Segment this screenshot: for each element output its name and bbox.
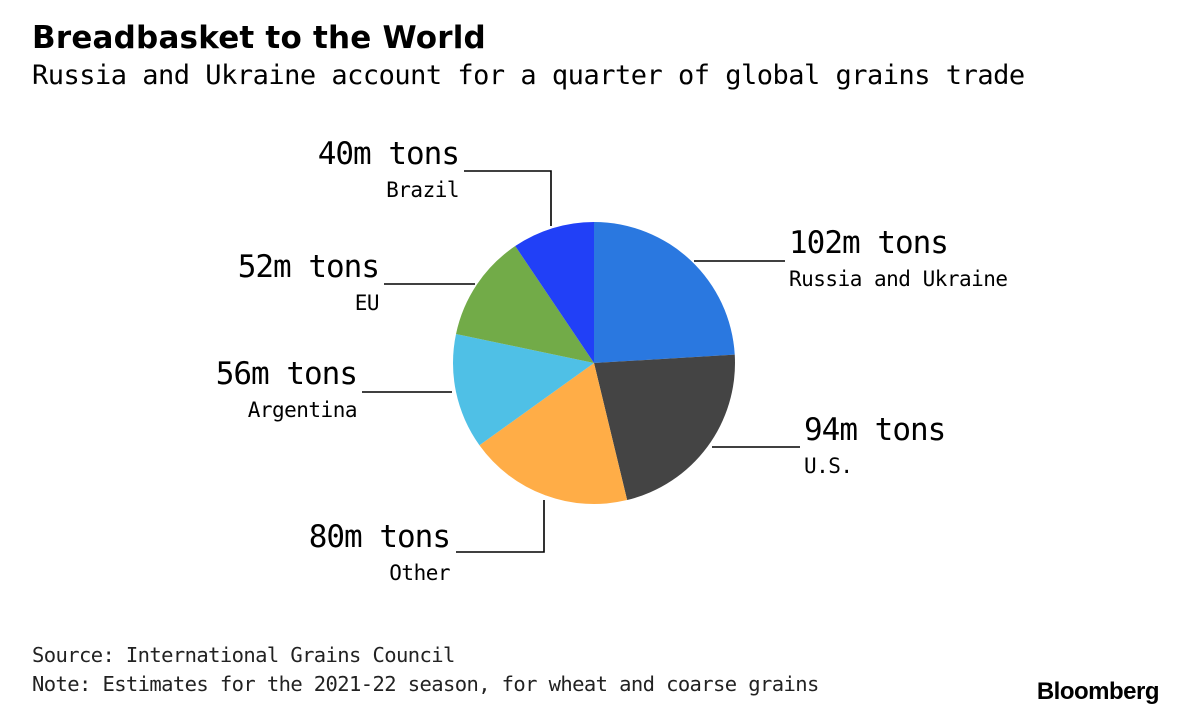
bloomberg-logo: Bloomberg (1036, 678, 1160, 705)
name-label-eu: EU (355, 291, 379, 315)
name-label-brazil: Brazil (386, 178, 459, 202)
leader-line-brazil (464, 170, 552, 226)
name-label-russia-ukraine: Russia and Ukraine (789, 267, 1008, 291)
value-label-russia-ukraine: 102m tons (789, 225, 948, 261)
chart-subtitle: Russia and Ukraine account for a quarter… (32, 60, 1025, 91)
leader-line-other (456, 500, 545, 553)
value-label-us: 94m tons (804, 412, 945, 448)
pie-slice-brazil (515, 222, 594, 363)
pie-slice-other (479, 363, 628, 505)
value-label-eu: 52m tons (238, 249, 379, 285)
pie-slice-argentina (452, 333, 594, 446)
source-note: Source: International Grains Council (32, 643, 455, 667)
name-label-argentina: Argentina (248, 398, 357, 422)
pie-slice-eu (456, 246, 594, 363)
name-label-other: Other (389, 561, 450, 585)
footnote: Note: Estimates for the 2021-22 season, … (32, 672, 819, 696)
value-label-brazil: 40m tons (318, 136, 459, 172)
chart-title: Breadbasket to the World (32, 20, 486, 56)
value-label-argentina: 56m tons (216, 356, 357, 392)
pie-slice-russia-ukraine (594, 222, 735, 363)
value-label-other: 80m tons (309, 519, 450, 555)
pie-slice-us (594, 354, 735, 501)
name-label-us: U.S. (804, 454, 853, 478)
